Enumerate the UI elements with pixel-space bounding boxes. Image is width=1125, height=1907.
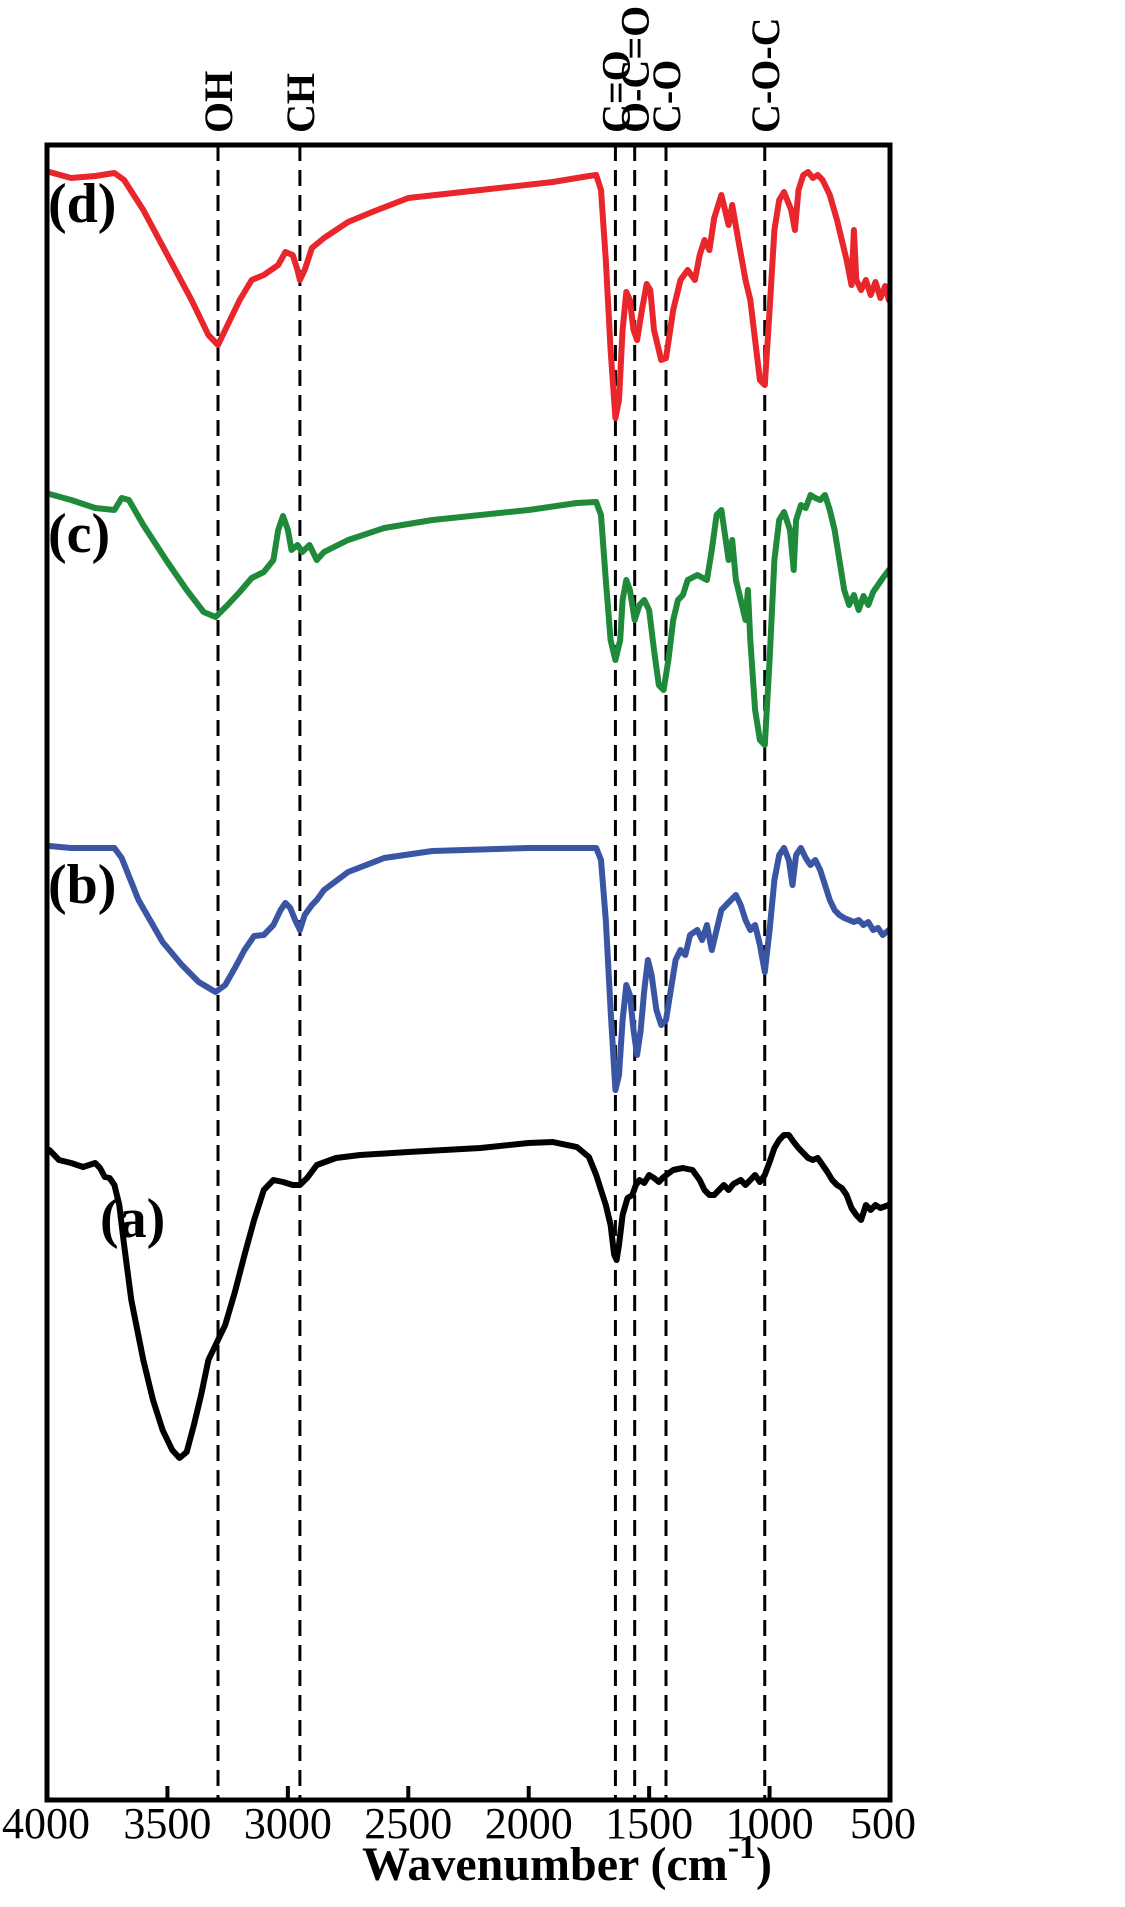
x-tick-label-0: 4000	[2, 1799, 90, 1848]
x-axis-title: Wavenumber (cm-1)	[362, 1829, 772, 1891]
x-tick-label-2: 3000	[244, 1799, 332, 1848]
reference-label-3: O-C=O	[613, 6, 658, 133]
series-line-2	[46, 843, 892, 1093]
x-tick-label-4: 2000	[485, 1799, 573, 1848]
x-tick-label-6: 1000	[726, 1799, 814, 1848]
plot-frame	[44, 142, 893, 1803]
x-axis-title-main: Wavenumber (cm	[362, 1838, 728, 1891]
curve-label-0: (d)	[48, 173, 116, 235]
series-layer	[46, 169, 892, 1461]
x-axis-ticks: 4000 3500 3000 2500 2000 1500 1000 500	[2, 1786, 916, 1848]
curve-label-1: (c)	[48, 503, 110, 565]
reference-lines	[216, 145, 767, 1800]
reference-labels: OH CH C=OO-C=OC-O C-O-C	[196, 6, 788, 133]
reference-label-4: C-O	[644, 60, 689, 133]
reference-label-5: C-O-C	[743, 17, 788, 133]
x-tick-label-3: 2500	[364, 1799, 452, 1848]
curve-label-3: (a)	[100, 1188, 165, 1250]
x-axis-title-superscript: -1	[728, 1829, 756, 1866]
x-tick-label-5: 1500	[605, 1799, 693, 1848]
reference-label-0: OH	[196, 71, 241, 133]
reference-label-1: CH	[278, 73, 323, 133]
x-axis-title-close: )	[756, 1838, 772, 1891]
series-line-0	[46, 169, 892, 421]
x-tick-label-1: 3500	[123, 1799, 211, 1848]
reference-label-2: C=O	[593, 50, 638, 133]
series-line-3	[46, 1132, 892, 1461]
series-line-1	[46, 491, 892, 748]
curve-labels: (d) (c) (b) (a)	[48, 173, 165, 1250]
curve-label-2: (b)	[48, 854, 116, 916]
x-tick-label-7: 500	[850, 1799, 916, 1848]
